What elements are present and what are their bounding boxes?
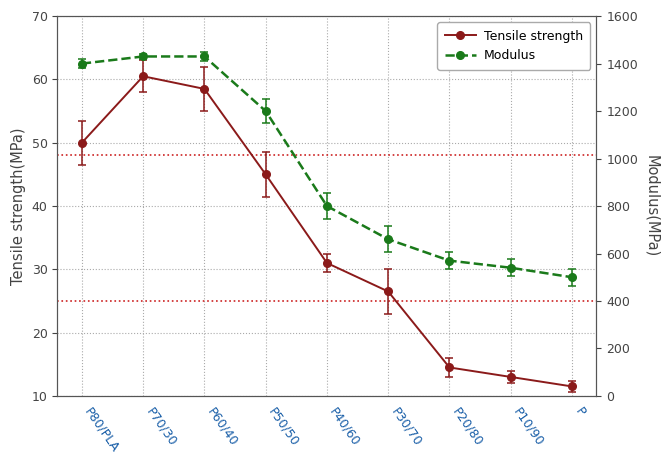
Y-axis label: Tensile strength(MPa): Tensile strength(MPa) <box>11 127 26 285</box>
Legend: Tensile strength, Modulus: Tensile strength, Modulus <box>438 22 590 69</box>
Y-axis label: Modulus(MPa): Modulus(MPa) <box>644 155 659 257</box>
